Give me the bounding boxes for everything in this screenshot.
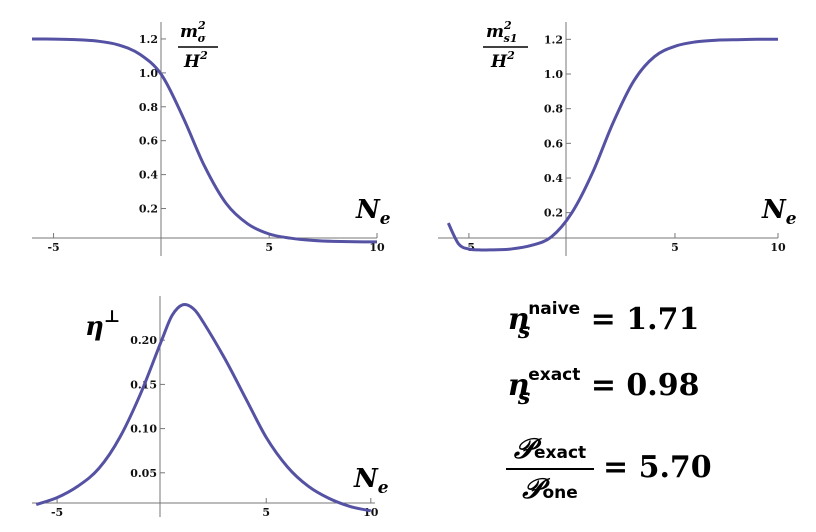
tick-group: -5 5 10 0.2 0.4 0.6 0.8 1.0 1.2 xyxy=(47,33,385,254)
x-axis-label: Ne xyxy=(355,195,391,229)
svg-text:m2σ: m2 σ xyxy=(180,19,207,45)
y-tick-label: 0.8 xyxy=(139,101,158,114)
y-tick-label: 0.2 xyxy=(544,207,563,220)
y-tick-label: 0.10 xyxy=(130,423,157,436)
tick-group: -5 5 100.050.100.150.20 xyxy=(51,334,379,519)
y-tick-label: 1.0 xyxy=(139,67,158,80)
power-ratio-value: = 5.70 xyxy=(603,450,712,485)
y-tick-label: 0.6 xyxy=(139,135,158,148)
x-tick-label: -5 xyxy=(51,506,63,519)
y-axis-label: η⊥ xyxy=(85,307,120,342)
y-axis-label: m2 σ H2 xyxy=(178,19,218,72)
x-axis-label: Ne xyxy=(353,464,389,498)
series-line xyxy=(446,37,778,252)
ns-exact-result: nsexact = 0.98 xyxy=(508,365,700,410)
y-tick-label: 0.8 xyxy=(544,103,563,116)
x-tick-label: 5 xyxy=(265,241,273,254)
svg-text:H2: H2 xyxy=(490,49,515,72)
y-tick-label: 1.2 xyxy=(544,33,563,46)
y-tick-label: 0.20 xyxy=(130,334,157,347)
series-line xyxy=(31,37,378,244)
y-tick-label: 0.4 xyxy=(139,169,158,182)
series-line xyxy=(35,302,372,513)
y-tick-label: 1.2 xyxy=(139,33,158,46)
x-tick-label: 10 xyxy=(369,241,385,254)
x-tick-label: -5 xyxy=(47,241,59,254)
y-tick-label: 0.4 xyxy=(544,172,563,185)
y-tick-label: 0.05 xyxy=(130,467,157,480)
ns-naive-result: nsnaive = 1.71 xyxy=(508,299,700,344)
mass-sigma-plot: -5 5 10 0.2 0.4 0.6 0.8 1.0 1.2 Ne m2 σ H2 xyxy=(31,19,391,256)
y-axis-label: m2 s1 H2 xyxy=(483,19,528,72)
y-tick-label: 1.0 xyxy=(544,68,563,81)
y-tick-label: 0.2 xyxy=(139,203,158,216)
x-tick-label: 10 xyxy=(770,241,786,254)
tick-group: -5 5 100.20.40.60.81.01.2 xyxy=(463,33,786,254)
x-tick-label: 5 xyxy=(262,506,270,519)
mass-s1-plot: -5 5 100.20.40.60.81.01.2 Ne m2 s1 H2 xyxy=(438,19,797,256)
eta-perp-plot: -5 5 100.050.100.150.20 Ne η⊥ xyxy=(32,296,389,519)
y-tick-label: 0.6 xyxy=(544,137,563,150)
x-axis-label: Ne xyxy=(761,195,797,229)
x-tick-label: 5 xyxy=(671,241,679,254)
svg-text:H2: H2 xyxy=(183,49,208,72)
x-tick-label: 10 xyxy=(363,506,379,519)
power-ratio-fraction: 𝒫exact 𝒫one xyxy=(506,432,594,506)
